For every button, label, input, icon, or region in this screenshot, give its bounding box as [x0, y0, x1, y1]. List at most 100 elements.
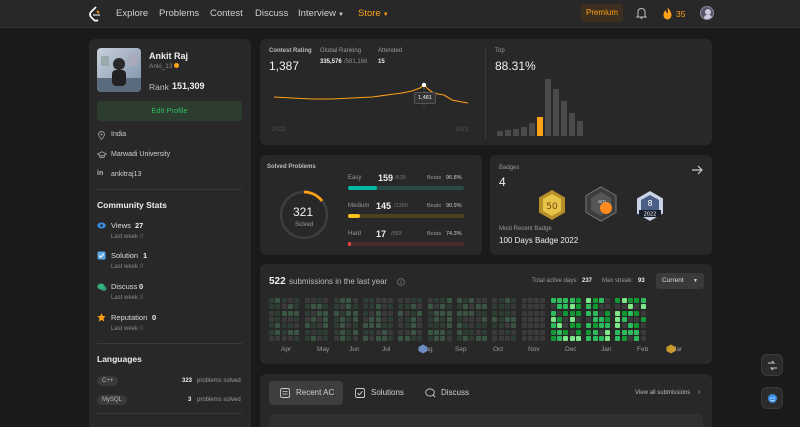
- heatmap-cell[interactable]: [369, 298, 375, 303]
- heatmap-cell[interactable]: [605, 310, 611, 316]
- leetcode-logo-icon[interactable]: [88, 6, 102, 22]
- heatmap-cell[interactable]: [362, 316, 368, 322]
- heatmap-cell[interactable]: [404, 316, 410, 322]
- nav-interview[interactable]: Interview ▼: [298, 8, 344, 19]
- heatmap-cell[interactable]: [498, 323, 504, 329]
- heatmap-cell[interactable]: [482, 304, 487, 310]
- heatmap-cell[interactable]: [521, 316, 527, 322]
- tab-discuss[interactable]: Discuss: [424, 381, 476, 405]
- heatmap-cell[interactable]: [352, 316, 358, 322]
- heatmap-cell[interactable]: [550, 316, 556, 322]
- heatmap-cell[interactable]: [304, 298, 310, 303]
- heatmap-cell[interactable]: [381, 329, 387, 335]
- heatmap-cell[interactable]: [628, 323, 633, 329]
- heatmap-cell[interactable]: [269, 298, 274, 303]
- heatmap-cell[interactable]: [456, 304, 462, 310]
- heatmap-cell[interactable]: [563, 316, 569, 322]
- heatmap-cell[interactable]: [634, 329, 640, 335]
- heatmap-cell[interactable]: [469, 304, 475, 310]
- heatmap-cell[interactable]: [317, 298, 323, 303]
- heatmap-cell[interactable]: [352, 304, 358, 310]
- heatmap-cell[interactable]: [333, 298, 339, 303]
- language-tag-cpp[interactable]: C++: [97, 376, 119, 386]
- nav-explore[interactable]: Explore: [116, 8, 149, 19]
- heatmap-cell[interactable]: [375, 316, 381, 322]
- heatmap-cell[interactable]: [440, 298, 446, 303]
- heatmap-cell[interactable]: [388, 298, 394, 303]
- heatmap-cell[interactable]: [628, 329, 633, 335]
- heatmap-cell[interactable]: [304, 316, 310, 322]
- heatmap-cell[interactable]: [440, 335, 446, 341]
- heatmap-cell[interactable]: [605, 335, 611, 341]
- heatmap-cell[interactable]: [475, 316, 481, 322]
- heatmap-cell[interactable]: [527, 316, 533, 322]
- heatmap-cell[interactable]: [575, 316, 581, 322]
- heatmap-cell[interactable]: [310, 316, 316, 322]
- heatmap-cell[interactable]: [440, 304, 446, 310]
- heatmap-cell[interactable]: [621, 310, 627, 316]
- heatmap-cell[interactable]: [369, 323, 375, 329]
- heatmap-cell[interactable]: [463, 298, 469, 303]
- heatmap-cell[interactable]: [404, 335, 410, 341]
- heatmap-cell[interactable]: [575, 335, 581, 341]
- heatmap-cell[interactable]: [634, 335, 640, 341]
- heatmap-cell[interactable]: [310, 298, 316, 303]
- heatmap-cell[interactable]: [317, 329, 323, 335]
- heatmap-cell[interactable]: [527, 310, 533, 316]
- heatmap-cell[interactable]: [628, 310, 633, 316]
- heatmap-cell[interactable]: [557, 323, 562, 329]
- heatmap-cell[interactable]: [281, 316, 287, 322]
- heatmap-cell[interactable]: [275, 329, 281, 335]
- heatmap-cell[interactable]: [640, 329, 646, 335]
- heatmap-cell[interactable]: [521, 304, 527, 310]
- heatmap-cell[interactable]: [482, 329, 487, 335]
- profile-linkedin[interactable]: ankitraj13: [111, 171, 142, 178]
- heatmap-cell[interactable]: [498, 335, 504, 341]
- heatmap-cell[interactable]: [504, 304, 510, 310]
- heatmap-cell[interactable]: [352, 298, 358, 303]
- heatmap-cell[interactable]: [446, 304, 452, 310]
- heatmap-cell[interactable]: [605, 316, 611, 322]
- user-avatar[interactable]: [700, 6, 714, 20]
- heatmap-cell[interactable]: [398, 329, 404, 335]
- heatmap-cell[interactable]: [411, 323, 416, 329]
- badge-2022-icon[interactable]: 8 2022: [636, 190, 664, 222]
- heatmap-cell[interactable]: [275, 310, 281, 316]
- heatmap-cell[interactable]: [388, 310, 394, 316]
- heatmap-cell[interactable]: [362, 323, 368, 329]
- bell-icon[interactable]: [636, 7, 647, 19]
- heatmap-cell[interactable]: [304, 310, 310, 316]
- heatmap-cell[interactable]: [427, 316, 433, 322]
- badge-100-days-icon[interactable]: am: [584, 186, 618, 222]
- heatmap-cell[interactable]: [598, 323, 604, 329]
- heatmap-cell[interactable]: [304, 304, 310, 310]
- heatmap-cell[interactable]: [621, 304, 627, 310]
- heatmap-cell[interactable]: [569, 298, 575, 303]
- heatmap-cell[interactable]: [362, 298, 368, 303]
- heatmap-cell[interactable]: [375, 323, 381, 329]
- heatmap-cell[interactable]: [628, 335, 633, 341]
- heatmap-cell[interactable]: [569, 323, 575, 329]
- nav-discuss[interactable]: Discuss: [255, 8, 289, 19]
- heatmap-cell[interactable]: [375, 335, 381, 341]
- heatmap-cell[interactable]: [388, 323, 394, 329]
- heatmap-cell[interactable]: [634, 310, 640, 316]
- heatmap-cell[interactable]: [381, 335, 387, 341]
- heatmap-cell[interactable]: [333, 316, 339, 322]
- heatmap-cell[interactable]: [475, 329, 481, 335]
- heatmap-cell[interactable]: [527, 329, 533, 335]
- heatmap-cell[interactable]: [294, 335, 300, 341]
- heatmap-cell[interactable]: [440, 329, 446, 335]
- edit-profile-button[interactable]: Edit Profile: [97, 101, 242, 121]
- heatmap-cell[interactable]: [469, 329, 475, 335]
- heatmap-cell[interactable]: [463, 329, 469, 335]
- heatmap-cell[interactable]: [294, 298, 300, 303]
- heatmap-cell[interactable]: [346, 335, 352, 341]
- heatmap-cell[interactable]: [563, 298, 569, 303]
- heatmap-cell[interactable]: [275, 298, 281, 303]
- heatmap-cell[interactable]: [605, 323, 611, 329]
- heatmap-cell[interactable]: [362, 304, 368, 310]
- heatmap-cell[interactable]: [534, 304, 540, 310]
- heatmap-cell[interactable]: [511, 323, 517, 329]
- heatmap-cell[interactable]: [287, 316, 293, 322]
